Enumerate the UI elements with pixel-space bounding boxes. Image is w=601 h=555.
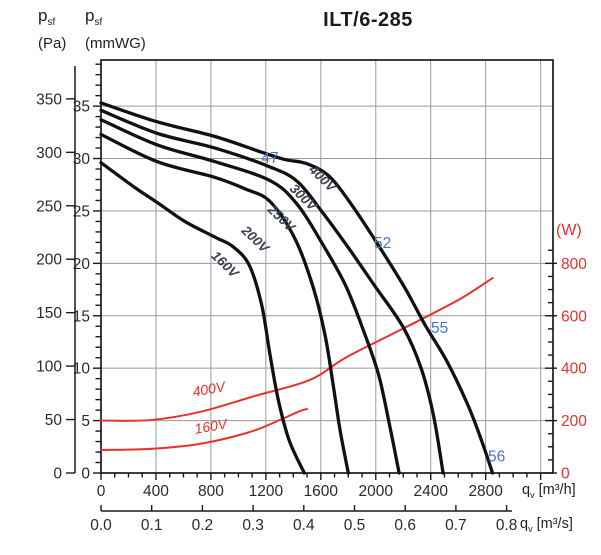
- plot-border: [100, 59, 554, 474]
- pa-tick-label: 100: [36, 359, 62, 376]
- m3s-tick-label: 0.5: [344, 517, 366, 534]
- pressure-mmwg-axis-title: psf (mmWG): [85, 5, 146, 54]
- watt-tick-label: 400: [561, 361, 587, 378]
- watt-tick-label: 800: [561, 256, 587, 273]
- mmwg-symbol: p: [85, 6, 95, 25]
- pa-symbol: p: [38, 6, 48, 25]
- mmwg-unit: (mmWG): [85, 35, 146, 52]
- m3h-tick-label: 1600: [304, 483, 339, 500]
- pressure-curve-160V: [99, 161, 306, 475]
- watt-tick-label: 0: [561, 466, 570, 483]
- pa-tick-label: 200: [36, 252, 62, 269]
- pressure-curve-label-200V: 200V: [238, 222, 273, 256]
- flow-s-subscript: v: [528, 523, 533, 534]
- flow-s-symbol: q: [520, 516, 529, 532]
- watt-tick-label: 200: [561, 413, 587, 430]
- flow-m3h-axis-title: qv [m³/h]: [522, 482, 576, 500]
- pa-tick-label: 250: [36, 198, 62, 215]
- pa-tick-label: 350: [36, 91, 62, 108]
- m3h-tick-label: 400: [143, 483, 169, 500]
- power-curve-160V: [100, 408, 309, 451]
- mmwg-tick-label: 25: [73, 203, 90, 220]
- flow-h-unit: [m³/h]: [538, 482, 576, 498]
- power-axis-title: (W): [556, 222, 582, 239]
- m3h-tick-label: 2000: [359, 483, 394, 500]
- m3h-tick-label: 2400: [413, 483, 448, 500]
- m3s-tick-label: 0.1: [141, 517, 163, 534]
- flow-h-subscript: v: [530, 489, 535, 500]
- pa-tick-label: 50: [45, 412, 63, 429]
- sound-level-label-56: 56: [488, 449, 505, 466]
- power-curve-label-400V: 400V: [191, 378, 228, 400]
- m3s-tick-label: 0.2: [192, 517, 214, 534]
- mmwg-tick-label: 35: [73, 99, 90, 116]
- m3s-tick-label: 0.8: [496, 517, 518, 534]
- mmwg-tick-label: 10: [73, 361, 91, 378]
- mmwg-subscript: sf: [94, 17, 103, 28]
- sound-level-label-52: 52: [374, 235, 391, 252]
- pressure-curve-300V: [99, 108, 445, 475]
- m3s-tick-label: 0.4: [293, 517, 315, 534]
- power-curve-label-160V: 160V: [193, 415, 230, 437]
- chart-title: ILT/6-285: [323, 9, 413, 31]
- pa-unit: (Pa): [38, 35, 67, 52]
- pa-subscript: sf: [47, 17, 56, 28]
- m3h-tick-label: 800: [198, 483, 224, 500]
- sound-level-label-47: 47: [261, 150, 278, 167]
- pa-tick-label: 0: [53, 466, 62, 483]
- flow-h-symbol: q: [522, 482, 531, 498]
- flow-m3s-axis-title: qv [m³/s]: [520, 516, 573, 534]
- m3s-tick-label: 0.6: [394, 517, 416, 534]
- pa-tick-label: 150: [36, 305, 62, 322]
- watt-tick-label: 600: [561, 308, 587, 325]
- mmwg-tick-label: 0: [81, 466, 90, 483]
- pressure-curve-label-160V: 160V: [208, 248, 242, 281]
- flow-s-unit: [m³/s]: [536, 516, 573, 532]
- power-curve-400V: [100, 277, 494, 422]
- pa-tick-label: 300: [36, 145, 62, 162]
- pressure-curve-200V: [99, 132, 350, 475]
- sound-level-label-55: 55: [431, 320, 448, 337]
- m3s-tick-label: 0.0: [90, 517, 112, 534]
- pressure-pa-axis-title: psf (Pa): [38, 5, 66, 54]
- pressure-curve-400V: [99, 101, 495, 475]
- mmwg-tick-label: 5: [81, 413, 90, 430]
- m3s-tick-label: 0.7: [445, 517, 467, 534]
- pressure-curve-250V: [99, 118, 401, 475]
- m3h-tick-label: 1200: [249, 483, 284, 500]
- mmwg-tick-label: 20: [73, 256, 91, 273]
- mmwg-tick-label: 30: [73, 151, 91, 168]
- pressure-curve-label-250V: 250V: [264, 201, 299, 235]
- m3s-tick-label: 0.3: [242, 517, 264, 534]
- m3h-tick-label: 0: [97, 483, 106, 500]
- m3h-tick-label: 2800: [468, 483, 503, 500]
- mmwg-tick-label: 15: [73, 308, 90, 325]
